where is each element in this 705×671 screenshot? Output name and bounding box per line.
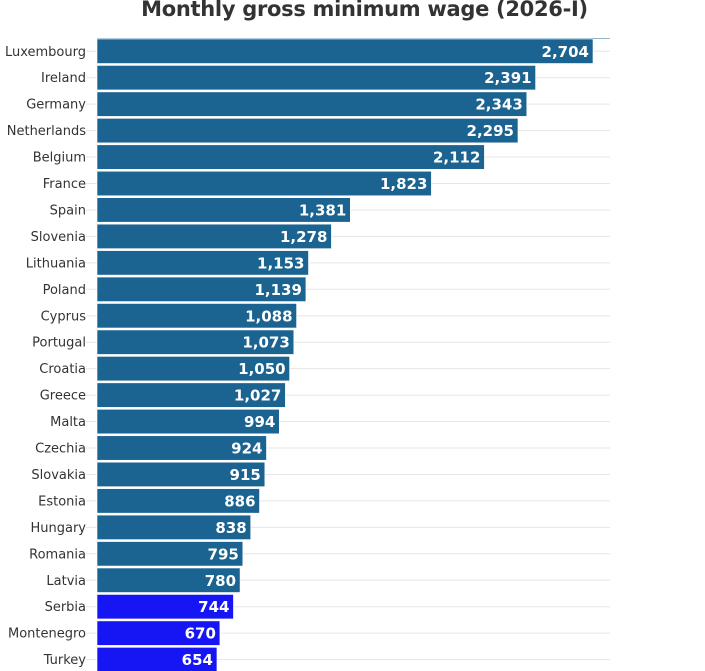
category-label: Slovenia bbox=[31, 230, 86, 245]
category-label: Serbia bbox=[45, 600, 86, 615]
value-labels: 2,704 2,391 2,343 2,295 2,112 1,823 1,381 1,278… bbox=[182, 43, 589, 669]
bar-cyprus bbox=[96, 303, 297, 329]
bar-turkey bbox=[96, 647, 218, 671]
bar-luxembourg bbox=[96, 38, 594, 64]
bar-poland bbox=[96, 276, 307, 302]
bar-germany bbox=[96, 91, 528, 117]
value-label: 915 bbox=[230, 466, 261, 484]
category-label: Greece bbox=[40, 389, 86, 404]
value-label: 2,391 bbox=[484, 69, 531, 87]
value-label: 1,381 bbox=[299, 201, 346, 219]
category-label: Slovakia bbox=[31, 468, 86, 483]
value-label: 1,823 bbox=[380, 175, 427, 193]
bar-netherlands bbox=[96, 118, 519, 144]
bar-portugal bbox=[96, 329, 295, 355]
value-label: 1,050 bbox=[238, 360, 285, 378]
bar-lithuania bbox=[96, 250, 309, 276]
bar-estonia bbox=[96, 488, 260, 514]
category-label: Latvia bbox=[46, 574, 86, 589]
value-label: 2,343 bbox=[475, 96, 522, 114]
value-label: 2,112 bbox=[433, 149, 480, 167]
value-label: 1,027 bbox=[234, 387, 281, 405]
category-label: Romania bbox=[29, 547, 86, 562]
bar-romania bbox=[96, 541, 244, 567]
category-label: Ireland bbox=[41, 71, 86, 86]
value-label: 744 bbox=[198, 598, 229, 616]
chart-title: Monthly gross minimum wage (2026-I) bbox=[141, 0, 588, 21]
bar-malta bbox=[96, 408, 280, 435]
category-label: Malta bbox=[50, 415, 86, 430]
value-label: 670 bbox=[185, 625, 216, 643]
value-label: 795 bbox=[208, 545, 239, 563]
value-label: 1,153 bbox=[257, 254, 304, 272]
category-labels: Luxembourg Ireland Germany Netherlands Belgi… bbox=[5, 45, 86, 668]
bar-czechia bbox=[96, 435, 267, 461]
value-label: 2,295 bbox=[467, 122, 514, 140]
value-label: 654 bbox=[182, 651, 213, 669]
bar-montenegro bbox=[96, 620, 221, 646]
category-label: Portugal bbox=[32, 336, 86, 351]
bars bbox=[96, 38, 594, 671]
value-label: 2,704 bbox=[542, 43, 589, 61]
category-label: Montenegro bbox=[8, 627, 86, 642]
bar-croatia bbox=[96, 356, 290, 382]
value-label: 1,139 bbox=[254, 281, 301, 299]
bar-slovakia bbox=[96, 461, 266, 488]
category-label: Estonia bbox=[38, 494, 86, 509]
category-label: Turkey bbox=[43, 653, 87, 668]
bar-belgium bbox=[96, 144, 485, 170]
category-label: Luxembourg bbox=[5, 45, 86, 60]
value-label: 1,088 bbox=[245, 307, 292, 325]
value-label: 994 bbox=[244, 413, 275, 431]
bar-slovenia bbox=[96, 223, 332, 249]
category-label: Poland bbox=[43, 283, 86, 298]
category-label: France bbox=[43, 177, 86, 192]
category-label: Netherlands bbox=[7, 124, 86, 139]
category-label: Lithuania bbox=[26, 256, 86, 271]
bar-latvia bbox=[96, 567, 241, 593]
bar-france bbox=[96, 170, 432, 197]
value-label: 780 bbox=[205, 572, 236, 590]
category-label: Croatia bbox=[39, 362, 86, 377]
category-label: Belgium bbox=[33, 151, 86, 166]
category-label: Spain bbox=[50, 203, 86, 218]
bar-hungary bbox=[96, 514, 252, 540]
bar-greece bbox=[96, 382, 286, 408]
value-label: 886 bbox=[224, 492, 255, 510]
category-label: Germany bbox=[26, 98, 86, 113]
value-label: 1,278 bbox=[280, 228, 327, 246]
bar-spain bbox=[96, 197, 351, 223]
category-label: Czechia bbox=[35, 442, 86, 457]
bar-ireland bbox=[96, 65, 536, 91]
value-label: 838 bbox=[215, 519, 246, 537]
category-label: Cyprus bbox=[41, 309, 87, 324]
bar-serbia bbox=[96, 594, 234, 620]
value-label: 1,073 bbox=[242, 334, 289, 352]
category-label: Hungary bbox=[30, 521, 86, 536]
value-label: 924 bbox=[231, 440, 262, 458]
